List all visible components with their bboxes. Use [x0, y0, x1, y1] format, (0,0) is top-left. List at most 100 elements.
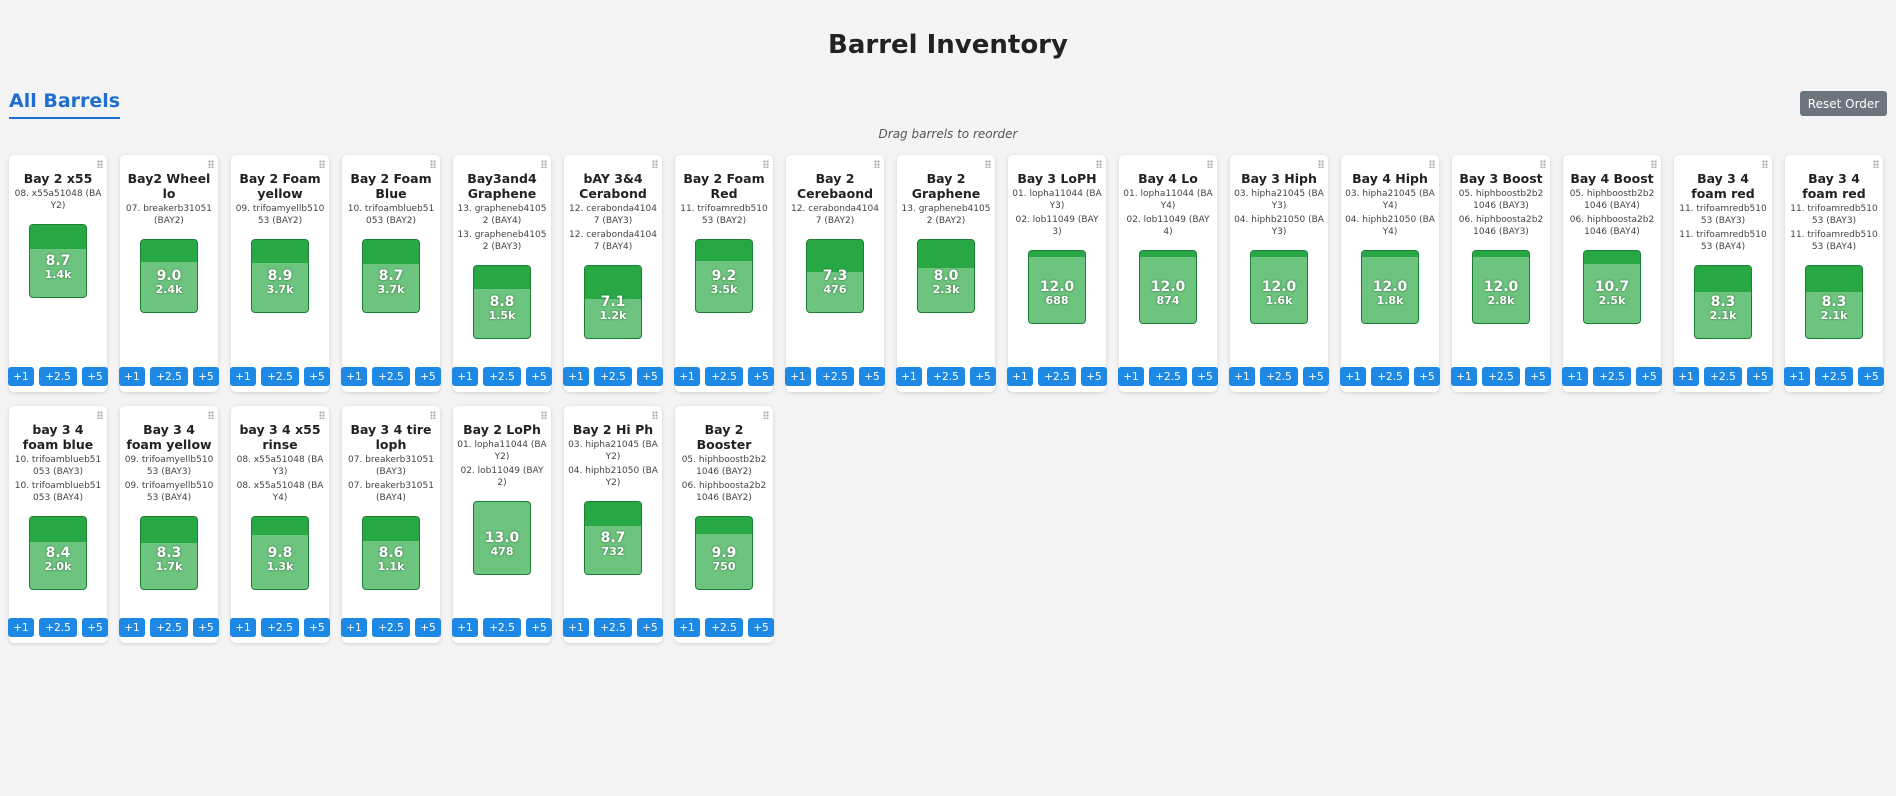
drag-handle[interactable] [1873, 160, 1879, 168]
drag-handle[interactable] [1207, 160, 1213, 168]
add-button[interactable]: +1 [341, 367, 367, 386]
barrel-card[interactable]: Bay 3 4 foam yellow 09. trifoamyellb51053… [119, 406, 219, 643]
add-button[interactable]: +2.5 [39, 618, 77, 637]
add-button[interactable]: +1 [230, 367, 256, 386]
barrel-card[interactable]: Bay 4 Boost 05. hiphboostb2b21046 (BAY4) 0… [1562, 155, 1662, 392]
add-button[interactable]: +5 [304, 618, 330, 637]
add-button[interactable]: +2.5 [594, 367, 632, 386]
barrel-card[interactable]: Bay 2 Foam yellow 09. trifoamyellb51053 (… [230, 155, 330, 392]
add-button[interactable]: +5 [748, 367, 774, 386]
drag-handle[interactable] [1318, 160, 1324, 168]
add-button[interactable]: +2.5 [705, 618, 743, 637]
drag-handle[interactable] [430, 160, 436, 168]
add-button[interactable]: +2.5 [1593, 367, 1631, 386]
add-button[interactable]: +1 [119, 618, 145, 637]
add-button[interactable]: +5 [637, 367, 663, 386]
drag-handle[interactable] [1762, 160, 1768, 168]
add-button[interactable]: +5 [1414, 367, 1440, 386]
barrel-card[interactable]: Bay 2 x55 08. x55a51048 (BAY2) 8.7 1.4k +1 +2… [8, 155, 108, 392]
drag-handle[interactable] [97, 411, 103, 419]
add-button[interactable]: +1 [1340, 367, 1366, 386]
add-button[interactable]: +2.5 [372, 367, 410, 386]
barrel-card[interactable]: Bay 3 4 foam red 11. trifoamredb51053 (BA… [1673, 155, 1773, 392]
barrel-card[interactable]: bay 3 4 x55 rinse 08. x55a51048 (BAY3) 08.… [230, 406, 330, 643]
add-button[interactable]: +5 [1636, 367, 1662, 386]
barrel-card[interactable]: Bay 2 Hi Ph 03. hipha21045 (BAY2) 04. hiph… [563, 406, 663, 643]
barrel-card[interactable]: Bay 2 Booster 05. hiphboostb2b21046 (BAY2… [674, 406, 774, 643]
add-button[interactable]: +5 [1747, 367, 1773, 386]
add-button[interactable]: +1 [563, 618, 589, 637]
drag-handle[interactable] [763, 411, 769, 419]
add-button[interactable]: +1 [896, 367, 922, 386]
drag-handle[interactable] [1540, 160, 1546, 168]
add-button[interactable]: +1 [1007, 367, 1033, 386]
add-button[interactable]: +5 [415, 618, 441, 637]
barrel-card[interactable]: Bay 4 Lo 01. lopha11044 (BAY4) 02. lob1104… [1118, 155, 1218, 392]
barrel-card[interactable]: Bay 2 Foam Blue 10. trifoamblueb51053 (BA… [341, 155, 441, 392]
add-button[interactable]: +5 [748, 618, 774, 637]
barrel-card[interactable]: Bay 3 4 tire loph 07. breakerb31051 (BAY3… [341, 406, 441, 643]
barrel-card[interactable]: Bay 2 Cerebaond 12. cerabonda41047 (BAY2)… [785, 155, 885, 392]
add-button[interactable]: +5 [415, 367, 441, 386]
add-button[interactable]: +5 [193, 367, 219, 386]
add-button[interactable]: +1 [341, 618, 367, 637]
add-button[interactable]: +1 [1229, 367, 1255, 386]
drag-handle[interactable] [652, 411, 658, 419]
add-button[interactable]: +2.5 [150, 618, 188, 637]
drag-handle[interactable] [208, 160, 214, 168]
barrel-card[interactable]: Bay 3 4 foam red 11. trifoamredb51053 (BA… [1784, 155, 1884, 392]
drag-handle[interactable] [1651, 160, 1657, 168]
add-button[interactable]: +2.5 [483, 367, 521, 386]
add-button[interactable]: +2.5 [1260, 367, 1298, 386]
add-button[interactable]: +5 [1525, 367, 1551, 386]
drag-handle[interactable] [541, 160, 547, 168]
drag-handle[interactable] [430, 411, 436, 419]
drag-handle[interactable] [1096, 160, 1102, 168]
add-button[interactable]: +1 [785, 367, 811, 386]
drag-handle[interactable] [319, 160, 325, 168]
add-button[interactable]: +2.5 [1482, 367, 1520, 386]
add-button[interactable]: +2.5 [261, 367, 299, 386]
drag-handle[interactable] [541, 411, 547, 419]
add-button[interactable]: +5 [1192, 367, 1218, 386]
barrel-card[interactable]: bay 3 4 foam blue 10. trifoamblueb51053 (… [8, 406, 108, 643]
barrel-card[interactable]: Bay 2 LoPh 01. lopha11044 (BAY2) 02. lob11… [452, 406, 552, 643]
add-button[interactable]: +5 [859, 367, 885, 386]
reset-button[interactable]: Reset Order [1800, 91, 1887, 116]
add-button[interactable]: +2.5 [261, 618, 299, 637]
add-button[interactable]: +1 [563, 367, 589, 386]
drag-handle[interactable] [874, 160, 880, 168]
add-button[interactable]: +2.5 [1704, 367, 1742, 386]
add-button[interactable]: +5 [1081, 367, 1107, 386]
add-button[interactable]: +2.5 [372, 618, 410, 637]
add-button[interactable]: +5 [1303, 367, 1329, 386]
drag-handle[interactable] [97, 160, 103, 168]
drag-handle[interactable] [763, 160, 769, 168]
add-button[interactable]: +2.5 [1038, 367, 1076, 386]
add-button[interactable]: +1 [452, 367, 478, 386]
barrel-card[interactable]: Bay2 Wheel lo 07. breakerb31051 (BAY2) 9.0… [119, 155, 219, 392]
add-button[interactable]: +2.5 [594, 618, 632, 637]
add-button[interactable]: +5 [1858, 367, 1884, 386]
add-button[interactable]: +1 [1784, 367, 1810, 386]
barrel-card[interactable]: Bay3and4 Graphene 13. grapheneb41052 (BAY… [452, 155, 552, 392]
add-button[interactable]: +5 [82, 367, 108, 386]
add-button[interactable]: +5 [304, 367, 330, 386]
add-button[interactable]: +1 [1673, 367, 1699, 386]
add-button[interactable]: +1 [8, 618, 34, 637]
drag-handle[interactable] [319, 411, 325, 419]
add-button[interactable]: +1 [452, 618, 478, 637]
barrel-card[interactable]: Bay 3 Hiph 03. hipha21045 (BAY3) 04. hiphb… [1229, 155, 1329, 392]
add-button[interactable]: +2.5 [483, 618, 521, 637]
add-button[interactable]: +1 [230, 618, 256, 637]
barrel-card[interactable]: Bay 3 Boost 05. hiphboostb2b21046 (BAY3) 0… [1451, 155, 1551, 392]
barrel-card[interactable]: Bay 2 Foam Red 11. trifoamredb51053 (BAY2… [674, 155, 774, 392]
add-button[interactable]: +2.5 [1149, 367, 1187, 386]
tab[interactable]: All Barrels [9, 90, 121, 119]
add-button[interactable]: +5 [970, 367, 996, 386]
add-button[interactable]: +2.5 [816, 367, 854, 386]
drag-handle[interactable] [652, 160, 658, 168]
add-button[interactable]: +1 [674, 367, 700, 386]
add-button[interactable]: +1 [1562, 367, 1588, 386]
barrel-card[interactable]: Bay 3 LoPH 01. lopha11044 (BAY3) 02. lob11… [1007, 155, 1107, 392]
